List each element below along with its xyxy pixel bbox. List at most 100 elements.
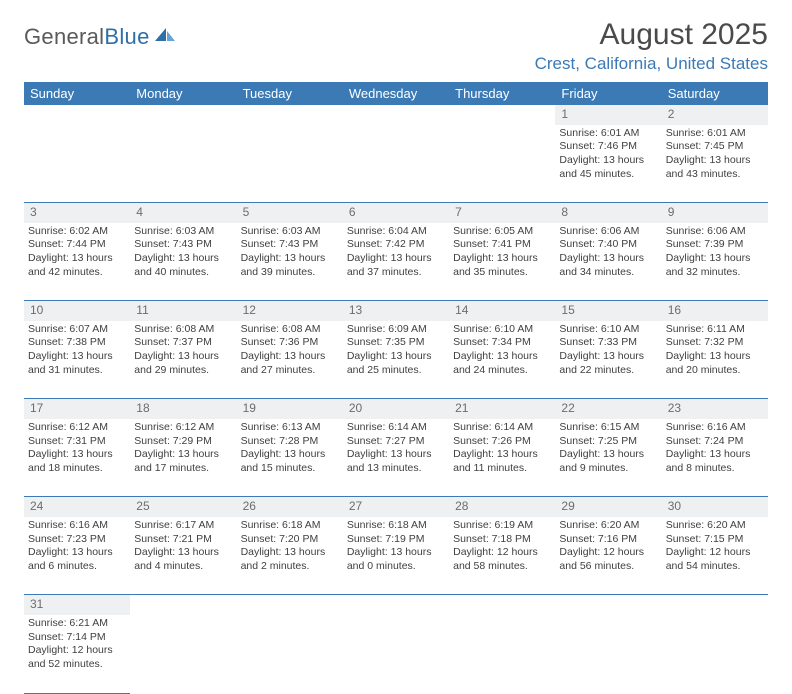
sunset-text: Sunset: 7:41 PM	[453, 238, 551, 252]
day-detail-cell	[130, 615, 236, 693]
daylight2-text: and 45 minutes.	[559, 168, 657, 182]
sunrise-text: Sunrise: 6:20 AM	[559, 519, 657, 533]
sunset-text: Sunset: 7:28 PM	[241, 435, 339, 449]
weekday-header: Wednesday	[343, 82, 449, 105]
sunset-text: Sunset: 7:31 PM	[28, 435, 126, 449]
day-number-cell: 2	[662, 105, 768, 125]
sunset-text: Sunset: 7:27 PM	[347, 435, 445, 449]
sunrise-text: Sunrise: 6:01 AM	[559, 127, 657, 141]
daylight1-text: Daylight: 13 hours	[241, 546, 339, 560]
day-detail-cell: Sunrise: 6:11 AMSunset: 7:32 PMDaylight:…	[662, 321, 768, 399]
daylight2-text: and 58 minutes.	[453, 560, 551, 574]
sunset-text: Sunset: 7:25 PM	[559, 435, 657, 449]
day-number-cell	[237, 105, 343, 125]
sunset-text: Sunset: 7:44 PM	[28, 238, 126, 252]
sunset-text: Sunset: 7:42 PM	[347, 238, 445, 252]
day-number-cell: 17	[24, 399, 130, 419]
daylight2-text: and 42 minutes.	[28, 266, 126, 280]
day-detail-cell	[130, 125, 236, 203]
daylight2-text: and 0 minutes.	[347, 560, 445, 574]
daylight1-text: Daylight: 13 hours	[666, 252, 764, 266]
day-number-cell: 20	[343, 399, 449, 419]
sunset-text: Sunset: 7:15 PM	[666, 533, 764, 547]
day-number-row: 31	[24, 595, 768, 615]
sail-icon	[153, 26, 177, 49]
day-detail-cell: Sunrise: 6:18 AMSunset: 7:20 PMDaylight:…	[237, 517, 343, 595]
day-detail-row: Sunrise: 6:01 AMSunset: 7:46 PMDaylight:…	[24, 125, 768, 203]
day-number-cell: 12	[237, 301, 343, 321]
sunset-text: Sunset: 7:37 PM	[134, 336, 232, 350]
daylight1-text: Daylight: 13 hours	[666, 448, 764, 462]
logo-blue: Blue	[104, 24, 149, 49]
sunset-text: Sunset: 7:20 PM	[241, 533, 339, 547]
day-number-cell: 27	[343, 497, 449, 517]
daylight2-text: and 40 minutes.	[134, 266, 232, 280]
daylight2-text: and 4 minutes.	[134, 560, 232, 574]
day-detail-cell: Sunrise: 6:19 AMSunset: 7:18 PMDaylight:…	[449, 517, 555, 595]
sunrise-text: Sunrise: 6:18 AM	[241, 519, 339, 533]
day-detail-row: Sunrise: 6:12 AMSunset: 7:31 PMDaylight:…	[24, 419, 768, 497]
daylight1-text: Daylight: 13 hours	[28, 252, 126, 266]
weekday-header: Tuesday	[237, 82, 343, 105]
day-number-cell: 5	[237, 203, 343, 223]
day-number-cell: 19	[237, 399, 343, 419]
day-number-cell	[237, 595, 343, 615]
day-detail-cell: Sunrise: 6:03 AMSunset: 7:43 PMDaylight:…	[237, 223, 343, 301]
daylight1-text: Daylight: 13 hours	[28, 350, 126, 364]
day-number-cell: 26	[237, 497, 343, 517]
sunset-text: Sunset: 7:40 PM	[559, 238, 657, 252]
day-number-cell: 15	[555, 301, 661, 321]
daylight1-text: Daylight: 13 hours	[28, 448, 126, 462]
day-number-cell: 10	[24, 301, 130, 321]
day-number-cell	[555, 595, 661, 615]
sunrise-text: Sunrise: 6:07 AM	[28, 323, 126, 337]
sunrise-text: Sunrise: 6:08 AM	[241, 323, 339, 337]
sunrise-text: Sunrise: 6:12 AM	[134, 421, 232, 435]
sunset-text: Sunset: 7:38 PM	[28, 336, 126, 350]
day-detail-cell: Sunrise: 6:03 AMSunset: 7:43 PMDaylight:…	[130, 223, 236, 301]
day-number-cell: 21	[449, 399, 555, 419]
day-number-cell: 6	[343, 203, 449, 223]
month-title: August 2025	[535, 18, 768, 52]
sunset-text: Sunset: 7:36 PM	[241, 336, 339, 350]
day-detail-cell: Sunrise: 6:16 AMSunset: 7:23 PMDaylight:…	[24, 517, 130, 595]
daylight2-text: and 56 minutes.	[559, 560, 657, 574]
daylight2-text: and 17 minutes.	[134, 462, 232, 476]
day-number-row: 17181920212223	[24, 399, 768, 419]
daylight2-text: and 29 minutes.	[134, 364, 232, 378]
daylight1-text: Daylight: 13 hours	[134, 546, 232, 560]
daylight2-text: and 11 minutes.	[453, 462, 551, 476]
day-number-cell: 25	[130, 497, 236, 517]
sunrise-text: Sunrise: 6:05 AM	[453, 225, 551, 239]
day-detail-cell: Sunrise: 6:08 AMSunset: 7:36 PMDaylight:…	[237, 321, 343, 399]
day-number-cell: 14	[449, 301, 555, 321]
daylight1-text: Daylight: 12 hours	[28, 644, 126, 658]
day-detail-cell: Sunrise: 6:04 AMSunset: 7:42 PMDaylight:…	[343, 223, 449, 301]
day-number-cell: 4	[130, 203, 236, 223]
day-detail-cell	[343, 615, 449, 693]
day-detail-cell: Sunrise: 6:10 AMSunset: 7:34 PMDaylight:…	[449, 321, 555, 399]
calendar-table: SundayMondayTuesdayWednesdayThursdayFrid…	[24, 82, 768, 694]
weekday-header-row: SundayMondayTuesdayWednesdayThursdayFrid…	[24, 82, 768, 105]
sunrise-text: Sunrise: 6:16 AM	[28, 519, 126, 533]
daylight2-text: and 52 minutes.	[28, 658, 126, 672]
day-detail-cell: Sunrise: 6:14 AMSunset: 7:27 PMDaylight:…	[343, 419, 449, 497]
sunrise-text: Sunrise: 6:18 AM	[347, 519, 445, 533]
daylight2-text: and 2 minutes.	[241, 560, 339, 574]
day-number-cell	[130, 595, 236, 615]
day-number-cell: 11	[130, 301, 236, 321]
logo-text: GeneralBlue	[24, 24, 150, 50]
day-detail-cell: Sunrise: 6:07 AMSunset: 7:38 PMDaylight:…	[24, 321, 130, 399]
sunset-text: Sunset: 7:29 PM	[134, 435, 232, 449]
sunrise-text: Sunrise: 6:10 AM	[453, 323, 551, 337]
daylight1-text: Daylight: 13 hours	[241, 448, 339, 462]
daylight2-text: and 20 minutes.	[666, 364, 764, 378]
day-number-cell: 16	[662, 301, 768, 321]
sunrise-text: Sunrise: 6:01 AM	[666, 127, 764, 141]
sunrise-text: Sunrise: 6:09 AM	[347, 323, 445, 337]
day-detail-cell: Sunrise: 6:02 AMSunset: 7:44 PMDaylight:…	[24, 223, 130, 301]
sunrise-text: Sunrise: 6:15 AM	[559, 421, 657, 435]
daylight1-text: Daylight: 13 hours	[453, 350, 551, 364]
daylight1-text: Daylight: 13 hours	[241, 252, 339, 266]
page-header: GeneralBlue August 2025 Crest, Californi…	[24, 18, 768, 74]
